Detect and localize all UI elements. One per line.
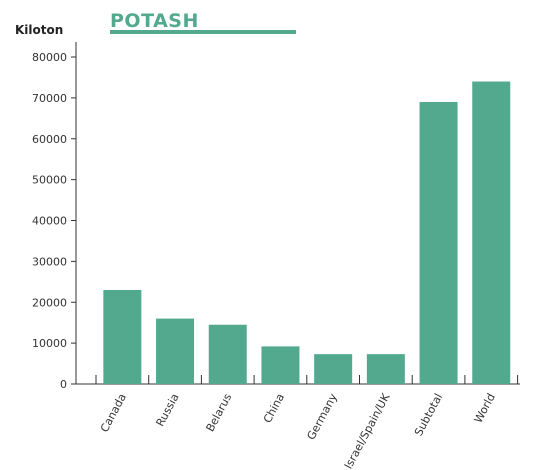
y-tick-label: 50000 — [32, 174, 67, 187]
bar — [208, 324, 247, 384]
y-axis-unit-label: Kiloton — [15, 23, 63, 37]
x-category-label: Canada — [98, 391, 129, 434]
y-tick-label: 60000 — [32, 133, 67, 146]
x-category-label: World — [472, 391, 498, 425]
x-category-label: Israel/Spain/UK — [342, 391, 393, 470]
bar — [366, 354, 405, 384]
y-tick-label: 30000 — [32, 255, 67, 268]
bar — [261, 346, 300, 384]
y-tick-label: 80000 — [32, 51, 67, 64]
y-tick-label: 40000 — [32, 215, 67, 228]
x-category-label: Russia — [154, 391, 182, 428]
bar — [314, 354, 353, 384]
x-axis-ticks: Canada Russia Belarus China Germany Israel/Sp… — [95, 375, 519, 470]
y-tick-label: 10000 — [32, 337, 67, 350]
bars — [103, 81, 511, 385]
x-category-label: China — [261, 391, 287, 425]
y-tick-label: 0 — [60, 378, 67, 391]
y-tick-label: 70000 — [32, 92, 67, 105]
x-category-label: Belarus — [204, 391, 235, 434]
x-category-label: Subtotal — [412, 391, 445, 438]
bar — [103, 289, 142, 384]
chart-title: POTASH — [110, 10, 199, 32]
bar — [156, 318, 195, 384]
y-axis-ticks: 0 10000 20000 30000 40000 50000 60000 70000 8000… — [32, 51, 76, 391]
x-category-label: Germany — [305, 391, 340, 442]
bar — [419, 101, 458, 385]
title-underline — [110, 30, 296, 34]
bar — [472, 81, 511, 385]
y-tick-label: 20000 — [32, 296, 67, 309]
